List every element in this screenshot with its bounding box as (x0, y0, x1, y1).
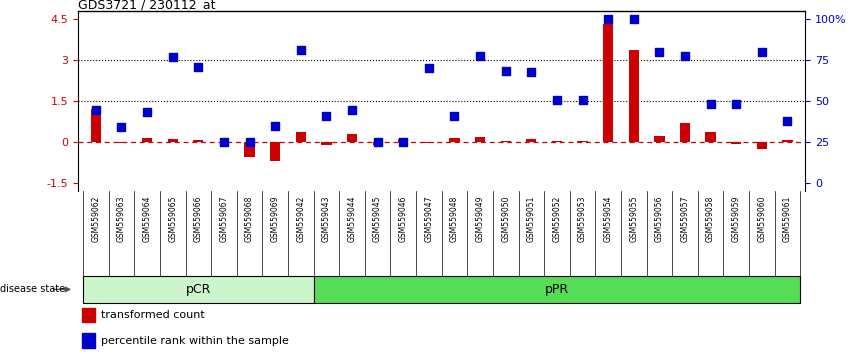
Text: GSM559066: GSM559066 (194, 195, 203, 242)
Bar (629, 50, 639, 142)
Point (755, 49, 769, 55)
Text: GSM559058: GSM559058 (706, 195, 715, 242)
Text: GSM559059: GSM559059 (732, 195, 740, 242)
Text: GSM559063: GSM559063 (117, 195, 126, 242)
Text: GSM559046: GSM559046 (398, 195, 408, 242)
Point (704, 101, 718, 107)
Bar (423, 142, 434, 143)
Point (191, 64, 205, 69)
Text: GSM559054: GSM559054 (604, 195, 612, 242)
Point (268, 123, 282, 129)
Text: GSM559069: GSM559069 (271, 195, 280, 242)
Bar (654, 136, 664, 142)
Point (242, 139, 256, 145)
Text: GSM559042: GSM559042 (296, 195, 306, 242)
Text: GSM559062: GSM559062 (92, 195, 100, 242)
Point (397, 139, 410, 145)
Bar (244, 142, 255, 157)
Text: GSM559055: GSM559055 (630, 195, 638, 242)
Bar (449, 138, 460, 142)
Point (729, 101, 743, 107)
Point (320, 113, 333, 119)
Text: pPR: pPR (545, 283, 569, 296)
Bar (731, 142, 741, 144)
Bar (270, 142, 281, 161)
Point (576, 97, 590, 102)
Bar (91, 109, 101, 142)
Text: GSM559044: GSM559044 (347, 195, 357, 242)
Point (140, 109, 154, 115)
Text: GSM559047: GSM559047 (424, 195, 433, 242)
Text: pCR: pCR (185, 283, 211, 296)
Point (473, 53, 487, 58)
Point (371, 139, 385, 145)
Bar (603, 24, 613, 142)
Bar (552, 141, 562, 142)
Point (627, 16, 641, 22)
Point (525, 69, 539, 75)
Text: GSM559049: GSM559049 (475, 195, 485, 242)
Bar (680, 123, 690, 142)
Text: GSM559053: GSM559053 (578, 195, 587, 242)
Point (448, 113, 462, 119)
Bar (372, 142, 383, 145)
Bar (81, 308, 94, 322)
Bar (168, 139, 178, 142)
Point (550, 97, 564, 102)
Point (652, 49, 666, 55)
Bar (782, 140, 792, 142)
Point (601, 16, 615, 22)
Bar (501, 141, 511, 142)
Bar (757, 142, 767, 149)
Point (780, 119, 794, 124)
Bar (578, 141, 588, 142)
Bar (193, 140, 204, 142)
Point (294, 47, 307, 53)
Text: GSM559061: GSM559061 (783, 195, 792, 242)
Point (345, 108, 359, 113)
Bar (116, 142, 126, 143)
Text: GSM559048: GSM559048 (450, 195, 459, 242)
Text: GSM559052: GSM559052 (553, 195, 561, 242)
Bar (81, 333, 94, 348)
Text: GSM559056: GSM559056 (655, 195, 664, 242)
Text: GSM559068: GSM559068 (245, 195, 254, 242)
Text: GSM559067: GSM559067 (219, 195, 229, 242)
Point (165, 54, 179, 60)
Bar (142, 138, 152, 142)
Bar (527, 139, 536, 142)
Bar (219, 142, 229, 143)
Text: GSM559045: GSM559045 (373, 195, 382, 242)
Text: GSM559060: GSM559060 (758, 195, 766, 242)
Point (89, 108, 103, 113)
Text: GSM559064: GSM559064 (143, 195, 152, 242)
Bar (321, 142, 332, 145)
Text: GDS3721 / 230112_at: GDS3721 / 230112_at (78, 0, 216, 11)
Bar (706, 132, 715, 142)
Bar (475, 137, 485, 142)
Text: GSM559057: GSM559057 (681, 195, 689, 242)
Point (114, 124, 128, 130)
Bar (347, 134, 357, 142)
Bar (295, 132, 306, 142)
Text: transformed count: transformed count (101, 310, 205, 320)
Bar (313, 276, 800, 303)
Bar (83, 276, 313, 303)
Text: percentile rank within the sample: percentile rank within the sample (101, 336, 289, 346)
Text: disease state: disease state (0, 284, 65, 295)
Text: GSM559043: GSM559043 (322, 195, 331, 242)
Bar (398, 139, 409, 142)
Point (217, 139, 231, 145)
Point (499, 68, 513, 74)
Text: GSM559065: GSM559065 (168, 195, 178, 242)
Text: GSM559050: GSM559050 (501, 195, 510, 242)
Point (678, 53, 692, 58)
Text: GSM559051: GSM559051 (527, 195, 536, 242)
Point (422, 65, 436, 71)
